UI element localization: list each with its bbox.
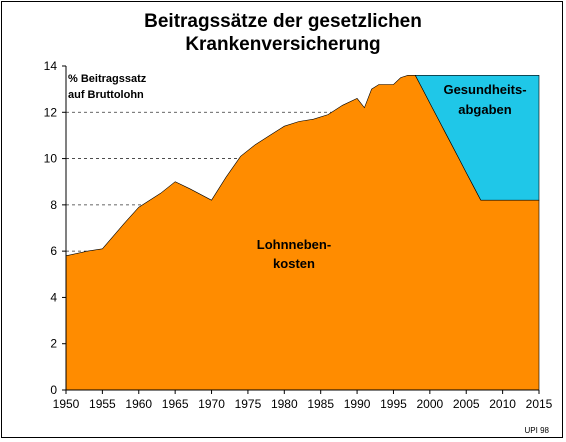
y-tick-label-2: 2 [50,337,57,351]
grid-layer [66,111,332,252]
series-label-lohnnebenkosten-line-1: Lohnneben- [257,237,331,252]
series-label-lohnnebenkosten-line-2: kosten [273,256,315,271]
x-tick-label-1985: 1985 [307,397,334,411]
ticks-layer: 0 2 4 6 8 10 12 14 1950 1955 1960 1965 1970 1975 1980 1… [44,59,553,411]
x-tick-label-1990: 1990 [344,397,371,411]
series-layer [65,75,540,391]
area-gesundheitsabgaben [414,75,540,201]
x-tick-label-1995: 1995 [380,397,407,411]
source-note: UPI 98 [525,426,550,435]
y-tick-label-8: 8 [50,198,57,212]
x-tick-label-2015: 2015 [526,397,553,411]
x-tick-label-2005: 2005 [453,397,480,411]
x-tick-label-1950: 1950 [53,397,80,411]
x-tick-label-2010: 2010 [489,397,516,411]
x-tick-label-1965: 1965 [162,397,189,411]
annotation-layer: % Beitragssatz auf Bruttolohn Lohnneben-… [68,73,550,435]
chart-title-line-1: Beitragssätze der gesetzlichen [144,11,422,32]
x-tick-label-1970: 1970 [198,397,225,411]
series-label-gesundheitsabgaben-line-1: Gesundheits- [443,82,526,97]
y-tick-label-10: 10 [44,152,58,166]
y-tick-label-0: 0 [50,383,57,397]
y-tick-label-4: 4 [50,290,57,304]
y-tick-label-6: 6 [50,244,57,258]
series-label-gesundheitsabgaben-line-2: abgaben [458,102,512,117]
ylabel-line-2: auf Bruttolohn [68,89,144,101]
y-tick-label-12: 12 [44,105,58,119]
x-tick-label-2000: 2000 [416,397,443,411]
axes-layer [65,66,539,391]
x-tick-label-1975: 1975 [235,397,262,411]
x-tick-label-1960: 1960 [125,397,152,411]
x-tick-label-1955: 1955 [89,397,116,411]
y-tick-label-14: 14 [44,59,58,73]
x-tick-label-1980: 1980 [271,397,298,411]
chart-title: Beitragssätze der gesetzlichen Krankenve… [2,10,564,56]
ylabel-line-1: % Beitragssatz [68,73,147,85]
chart-title-line-2: Krankenversicherung [185,34,381,55]
